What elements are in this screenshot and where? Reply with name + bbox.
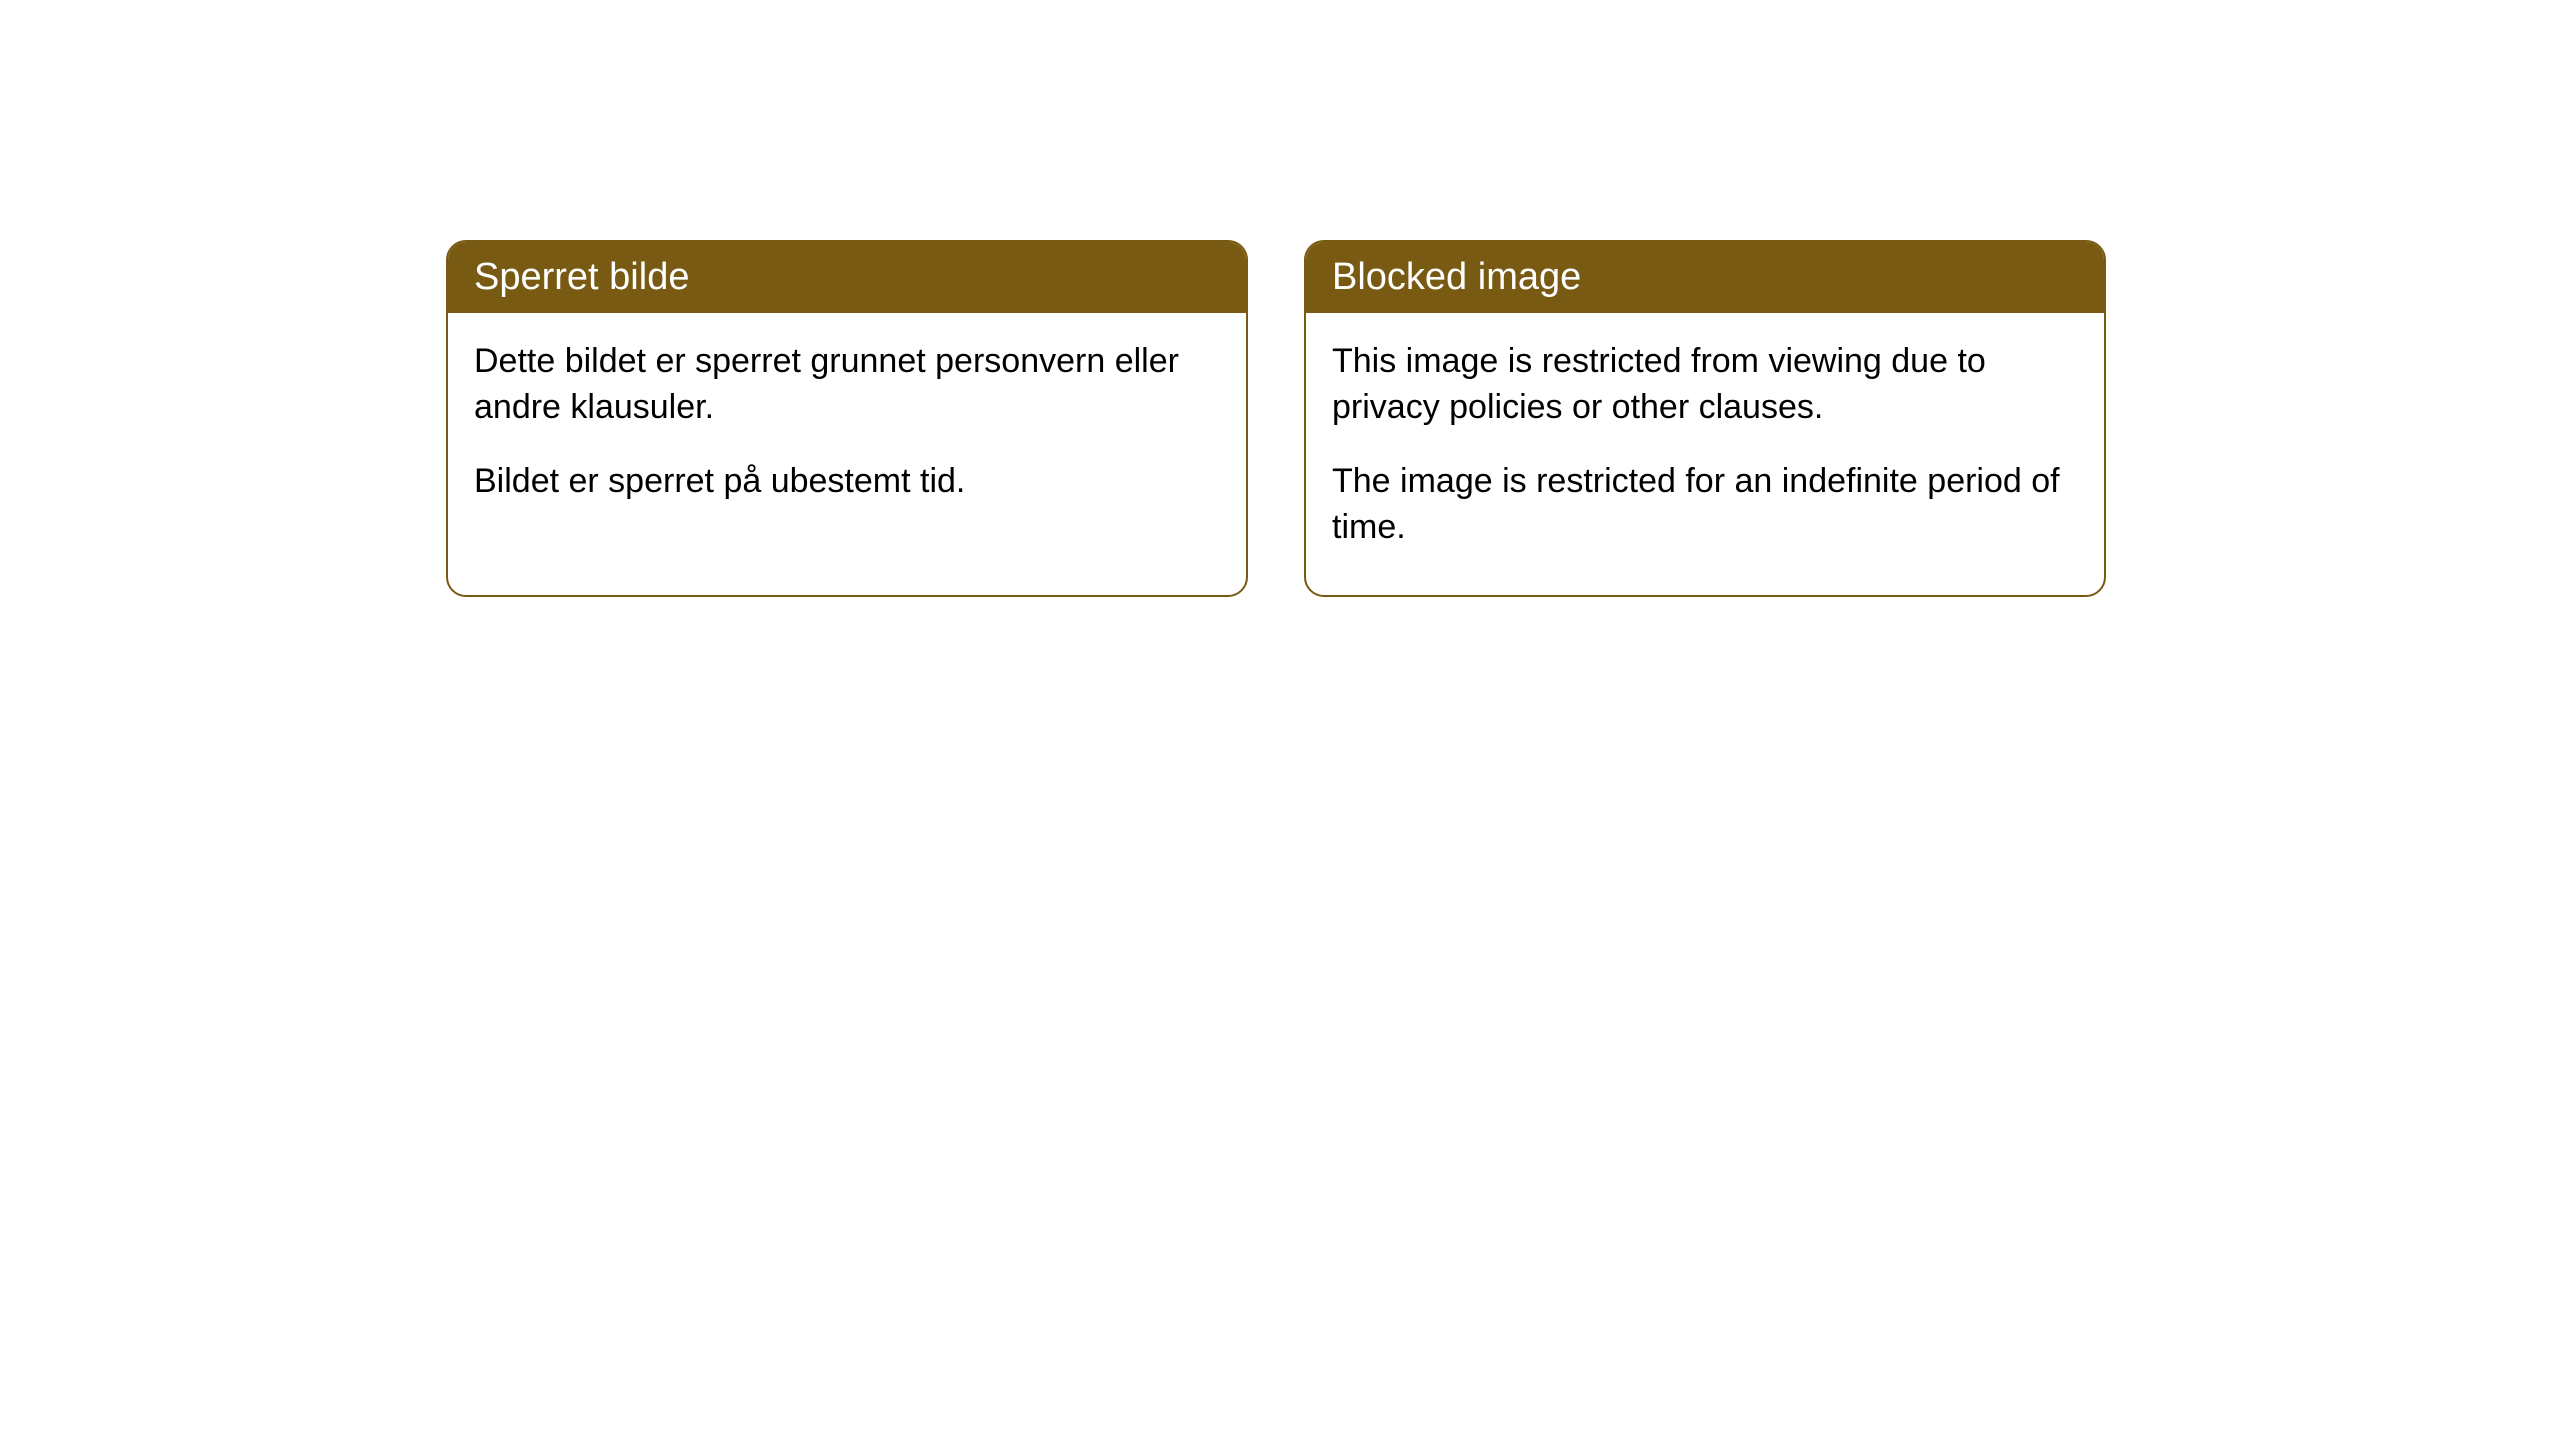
card-paragraph-1: Dette bildet er sperret grunnet personve… [474, 339, 1220, 431]
card-title: Sperret bilde [474, 256, 689, 298]
blocked-image-card-english: Blocked image This image is restricted f… [1304, 240, 2106, 597]
card-title: Blocked image [1332, 256, 1581, 298]
notice-container: Sperret bilde Dette bildet er sperret gr… [0, 0, 2560, 597]
card-paragraph-2: The image is restricted for an indefinit… [1332, 459, 2078, 551]
card-header-norwegian: Sperret bilde [448, 242, 1246, 313]
card-body-english: This image is restricted from viewing du… [1306, 313, 2104, 595]
card-paragraph-2: Bildet er sperret på ubestemt tid. [474, 459, 1220, 505]
blocked-image-card-norwegian: Sperret bilde Dette bildet er sperret gr… [446, 240, 1248, 597]
card-paragraph-1: This image is restricted from viewing du… [1332, 339, 2078, 431]
card-body-norwegian: Dette bildet er sperret grunnet personve… [448, 313, 1246, 549]
card-header-english: Blocked image [1306, 242, 2104, 313]
